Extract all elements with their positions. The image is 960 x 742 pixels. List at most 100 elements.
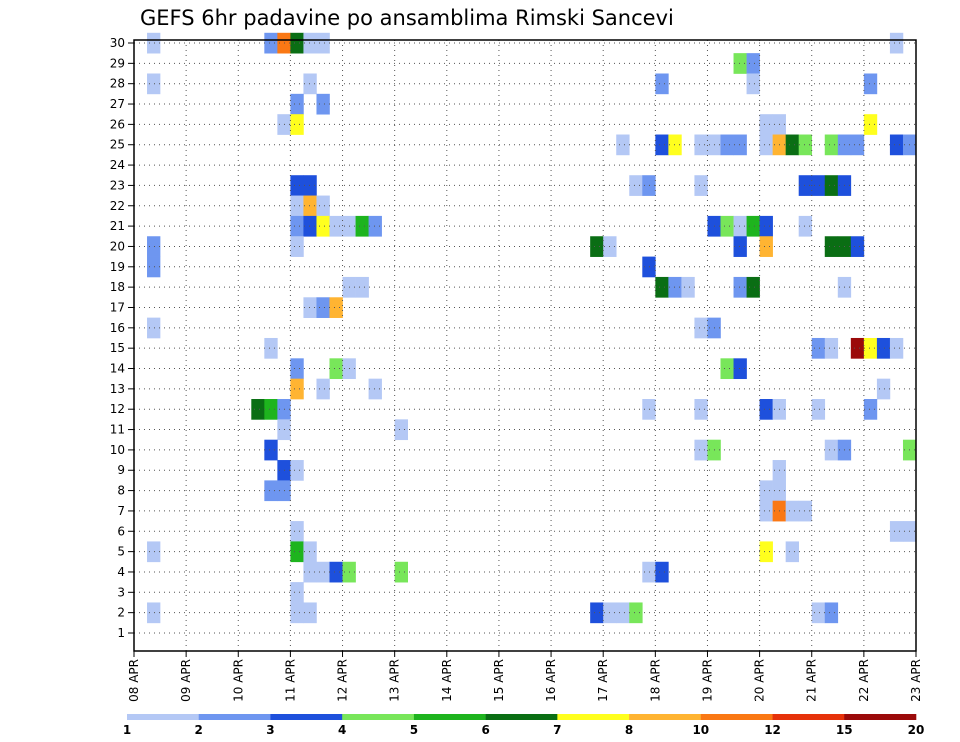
grid (134, 40, 916, 651)
y-tick-label: 12 (110, 402, 125, 416)
precip-cell (746, 53, 760, 74)
y-tick-label: 7 (117, 504, 125, 518)
chart-title: GEFS 6hr padavine po ansamblima Rimski S… (140, 6, 674, 30)
y-tick-label: 20 (110, 239, 125, 253)
x-tick-label: 08 APR (127, 659, 141, 702)
y-tick-label: 2 (117, 606, 125, 620)
x-tick-label: 10 APR (231, 659, 245, 702)
precip-cell (290, 460, 304, 481)
precip-cell (616, 134, 630, 156)
precip-cell (629, 175, 643, 196)
y-tick-label: 9 (117, 463, 125, 477)
colorbar-segment (270, 714, 343, 720)
precip-cell (264, 32, 278, 54)
precip-cell (798, 175, 813, 196)
x-tick-label: 19 APR (700, 659, 714, 702)
precip-cell (733, 236, 747, 257)
precip-cell (811, 337, 826, 359)
x-tick-label: 14 APR (440, 659, 454, 702)
colorbar-segment (629, 714, 702, 720)
precip-cell (264, 480, 278, 502)
precip-cell (290, 541, 304, 563)
precip-cell (329, 215, 343, 237)
colorbar-label: 4 (338, 723, 346, 737)
precip-cell (733, 53, 747, 74)
precip-cell (759, 134, 773, 156)
x-tick-label: 16 APR (544, 659, 558, 702)
precip-cell (655, 73, 669, 95)
precip-cell (655, 134, 669, 156)
y-tick-label: 26 (110, 117, 125, 131)
precip-cell (694, 317, 708, 339)
precip-cell (290, 93, 304, 115)
precip-cell (303, 195, 317, 217)
precip-cell (863, 399, 878, 420)
y-tick-label: 3 (117, 585, 125, 599)
y-tick-label: 15 (110, 341, 125, 355)
y-tick-label: 1 (117, 626, 125, 640)
y-tick-label: 27 (110, 97, 125, 111)
precip-cell (147, 317, 161, 339)
precip-cell (759, 399, 773, 420)
precip-cell (759, 114, 773, 135)
precip-cell (290, 195, 304, 217)
x-axis: 08 APR 09 APR 10 APR 11 APR 12 APR 13 APR 14 A… (127, 651, 923, 702)
y-tick-label: 6 (117, 524, 125, 538)
precip-cell (759, 215, 773, 237)
precip-cell (290, 358, 304, 380)
precip-cell (681, 276, 695, 298)
precip-cell (889, 134, 904, 156)
precip-cell (290, 378, 304, 400)
x-tick-label: 15 APR (492, 659, 506, 702)
precip-cell (290, 602, 304, 624)
precip-cell (642, 256, 656, 278)
precip-cell (811, 399, 826, 420)
y-tick-label: 23 (110, 178, 125, 192)
plot-frame (133, 39, 917, 652)
colorbar-segment (700, 714, 773, 720)
precip-cell (264, 337, 278, 359)
colorbar-label: 12 (764, 723, 781, 737)
y-tick-label: 13 (110, 382, 125, 396)
precip-cell (759, 500, 773, 522)
precip-cell (329, 358, 343, 380)
x-tick-label: 12 APR (336, 659, 350, 702)
y-axis: 1234567891011121314151617181920212223242… (110, 36, 134, 640)
precip-cell (303, 561, 317, 583)
precip-cell (642, 175, 656, 196)
colorbar-segment (127, 714, 200, 720)
precip-cell (655, 276, 669, 298)
ensemble-cells (147, 32, 917, 624)
precip-cell (876, 337, 891, 359)
precip-cell (668, 276, 682, 298)
precip-cell (368, 215, 382, 237)
precip-cell (303, 297, 317, 318)
precip-cell (316, 195, 330, 217)
precip-cell (303, 602, 317, 624)
colorbar-label: 10 (692, 723, 709, 737)
precip-cell (303, 32, 317, 54)
precip-cell (850, 134, 865, 156)
precip-cell (733, 358, 747, 380)
precip-cell (303, 73, 317, 95)
x-tick-label: 11 APR (283, 659, 297, 702)
precip-cell (316, 93, 330, 115)
precip-cell (355, 276, 369, 298)
precip-cell (394, 561, 408, 583)
y-tick-label: 21 (110, 219, 125, 233)
precip-cell (290, 32, 304, 54)
precip-cell (147, 32, 161, 54)
precip-cell (629, 602, 643, 624)
precip-cell (798, 134, 813, 156)
precip-cell (264, 399, 278, 420)
colorbar: 1 2 3 4 5 6 7 8 10 12 15 20 (123, 714, 924, 737)
precip-cell (759, 541, 773, 563)
colorbar-label: 8 (625, 723, 633, 737)
precip-cell (863, 337, 878, 359)
precip-cell (694, 439, 708, 461)
x-tick-label: 13 APR (388, 659, 402, 702)
x-tick-label: 20 APR (753, 659, 767, 702)
precip-cell (850, 236, 865, 257)
precip-cell (746, 73, 760, 95)
precip-cell (316, 561, 330, 583)
